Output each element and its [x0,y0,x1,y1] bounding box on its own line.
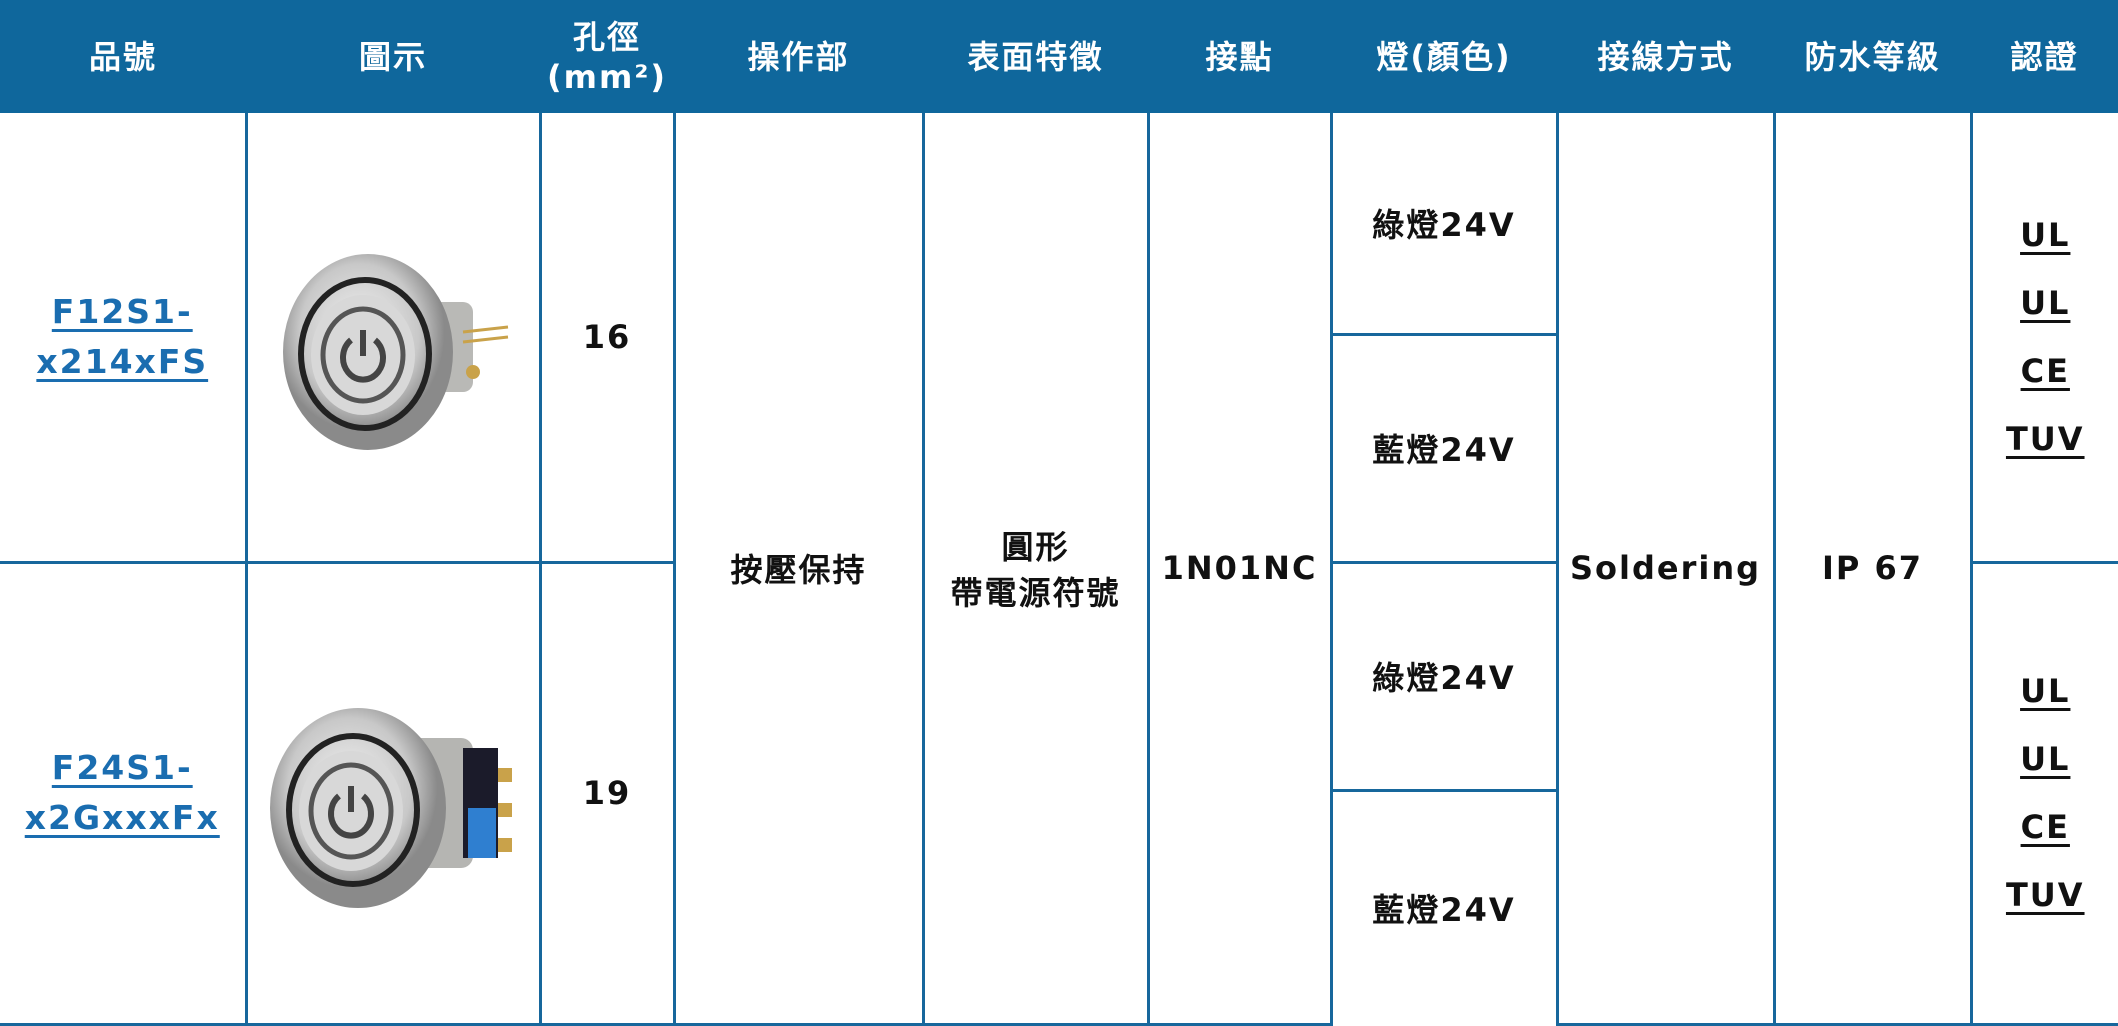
certification-link[interactable]: UL [1973,201,2118,269]
part-link[interactable]: F24S1-x2GxxxFx [25,748,220,837]
image-cell [246,113,540,562]
certification-link[interactable]: CE [1973,337,2118,405]
certification-link[interactable]: CE [1973,793,2118,861]
waterproof-cell: IP 67 [1774,113,1971,1024]
column-header: 接點 [1148,0,1331,113]
column-header: 圖示 [246,0,540,113]
light-cell: 綠燈24V [1331,562,1557,790]
product-image [273,232,513,472]
light-cell: 藍燈24V [1331,790,1557,1024]
part-cell: F24S1-x2GxxxFx [0,562,246,1024]
certification-link[interactable]: UL [1973,725,2118,793]
part-cell: F12S1-x214xFS [0,113,246,562]
column-header: 品號 [0,0,246,113]
operation-cell: 按壓保持 [674,113,923,1024]
hole-cell: 16 [540,113,674,562]
column-header: 認證 [1971,0,2118,113]
column-header: 燈(顏色) [1331,0,1557,113]
certification-link[interactable]: UL [1973,657,2118,725]
column-header: 防水等級 [1774,0,1971,113]
light-cell: 綠燈24V [1331,113,1557,334]
surface-cell: 圓形 帶電源符號 [923,113,1148,1024]
wiring-cell: Soldering [1557,113,1774,1024]
certification-link[interactable]: TUV [1973,861,2118,929]
header-row: 品號圖示孔徑 (mm²)操作部表面特徵接點燈(顏色)接線方式防水等級認證 [0,0,2118,113]
column-header: 孔徑 (mm²) [540,0,674,113]
column-header: 表面特徵 [923,0,1148,113]
contact-cell: 1N01NC [1148,113,1331,1024]
certification-link[interactable]: UL [1973,269,2118,337]
column-header: 操作部 [674,0,923,113]
image-cell [246,562,540,1024]
hole-cell: 19 [540,562,674,1024]
part-link[interactable]: F12S1-x214xFS [36,292,208,381]
certification-link[interactable]: TUV [1973,405,2118,473]
product-image [263,688,523,928]
row: F12S1-x214xFS 16 按壓保持 圓形 帶電源符號 1N01NC 綠燈… [0,113,2118,334]
light-cell: 藍燈24V [1331,334,1557,562]
column-header: 接線方式 [1557,0,1774,113]
